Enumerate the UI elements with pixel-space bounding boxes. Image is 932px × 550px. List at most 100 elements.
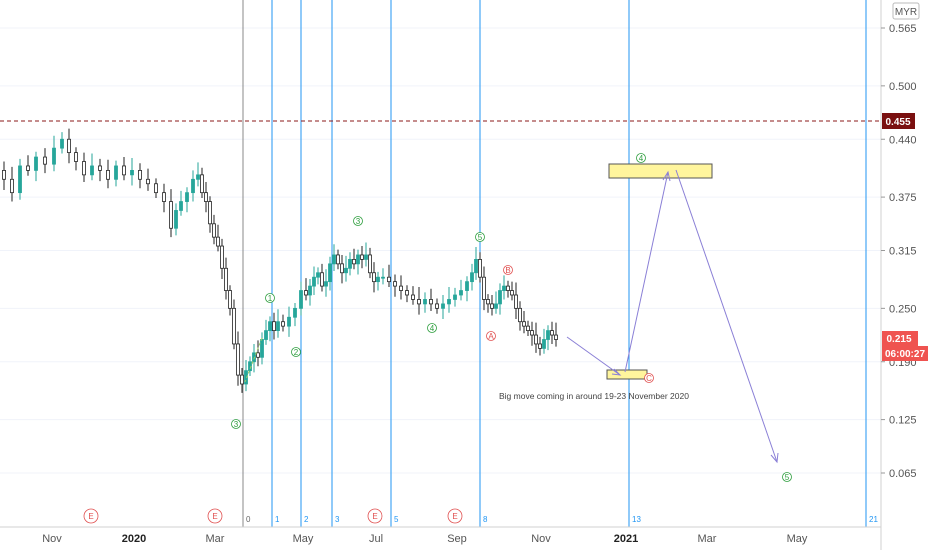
candle-body (494, 303, 498, 309)
candle-body (423, 299, 427, 305)
price-tick-label: 0.565 (889, 23, 917, 35)
time-tick-label: Nov (42, 533, 62, 545)
candle-body (526, 325, 530, 331)
target-box-upper (608, 163, 713, 179)
time-tick-label: May (293, 533, 314, 545)
wave-label-text: 1 (268, 294, 273, 303)
grid (0, 27, 881, 474)
candle-body (372, 272, 376, 283)
fib-time-label: 8 (483, 515, 488, 524)
wave-label-circle (503, 265, 513, 275)
candle-body (356, 254, 360, 265)
event-marker (447, 508, 463, 524)
candle-body (256, 352, 260, 358)
time-tick-label: Sep (447, 533, 467, 545)
candle-body (106, 169, 110, 180)
candle-body (98, 165, 102, 171)
candle-body (264, 330, 268, 340)
wave-label-circle (231, 419, 241, 429)
candle-body (224, 267, 228, 291)
fib-time-label: 5 (394, 515, 399, 524)
candle-body (332, 254, 336, 265)
candle-body (228, 290, 232, 309)
candle-body (522, 321, 526, 327)
resistance-price-label: 0.455 (885, 117, 910, 128)
price-tick-label: 0.375 (889, 192, 917, 204)
fib-time-label: 21 (869, 515, 878, 524)
fib-time-label: 0 (246, 515, 251, 524)
event-marker (367, 508, 383, 524)
price-tick-label: 0.500 (889, 81, 917, 93)
arrow-head (662, 170, 671, 182)
countdown-badge (882, 346, 928, 361)
candle-body (130, 169, 134, 176)
wave-label-text: 4 (639, 154, 644, 163)
time-tick-label: Jul (369, 533, 383, 545)
candle-body (191, 178, 195, 194)
event-marker-label: E (88, 512, 93, 521)
candle-body (546, 330, 550, 340)
candle-body (26, 165, 30, 171)
candle-body (312, 276, 316, 287)
candle-body (534, 334, 538, 345)
arrow-line (566, 336, 621, 376)
candle-body (43, 156, 47, 165)
candle-body (299, 290, 303, 309)
candle-body (486, 299, 490, 305)
candle-body (453, 294, 457, 300)
candle-body (208, 201, 212, 225)
candle-body (447, 299, 451, 305)
candle-body (179, 201, 183, 211)
candlesticks (2, 128, 558, 393)
candle-body (502, 285, 506, 291)
wave-label-text: 3 (356, 217, 361, 226)
candle-body (376, 276, 380, 283)
candle-body (308, 285, 312, 296)
wave-connector (244, 337, 263, 383)
candle-body (554, 334, 558, 340)
candle-body (352, 258, 356, 265)
candle-body (200, 174, 204, 194)
currency-badge[interactable] (892, 2, 920, 20)
event-marker (207, 508, 223, 524)
last-price-label: 0.215 (886, 334, 911, 345)
candle-body (510, 290, 514, 296)
candle-body (530, 330, 534, 336)
candle-body (405, 290, 409, 296)
time-tick-label: 2020 (122, 533, 146, 545)
candle-body (122, 165, 126, 176)
price-tick-label: 0.315 (889, 246, 917, 258)
price-axis[interactable] (881, 0, 932, 550)
arrow-line (675, 169, 778, 463)
price-tick-label: 0.065 (889, 468, 917, 480)
countdown-label: 06:00:27 (885, 349, 925, 360)
candle-body (514, 294, 518, 309)
candle-body (542, 339, 546, 349)
candle-body (482, 276, 486, 300)
candle-body (272, 321, 276, 332)
candle-body (244, 370, 248, 385)
candle-body (344, 267, 348, 274)
time-tick-label: Mar (206, 533, 225, 545)
candle-body (185, 192, 189, 202)
wave-label-circle (475, 232, 485, 242)
wave-label-circle (427, 323, 437, 333)
candle-body (518, 307, 522, 323)
candle-body (340, 263, 344, 274)
candle-body (538, 343, 542, 349)
wave-label-circle (353, 216, 363, 226)
candle-body (287, 316, 291, 327)
annotation-text: Big move coming in around 19-23 November… (499, 391, 689, 401)
wave-label-circle (265, 293, 275, 303)
candle-body (387, 276, 391, 283)
fib-time-zones: 0 1 2 3 5 8 13 21 (242, 0, 878, 527)
candle-body (82, 161, 86, 176)
candle-body (304, 290, 308, 296)
candle-body (360, 254, 364, 260)
price-tick-label: 0.250 (889, 303, 917, 315)
event-marker-label: E (452, 512, 457, 521)
candle-body (52, 147, 56, 165)
candle-body (162, 192, 166, 202)
candle-body (18, 165, 22, 194)
